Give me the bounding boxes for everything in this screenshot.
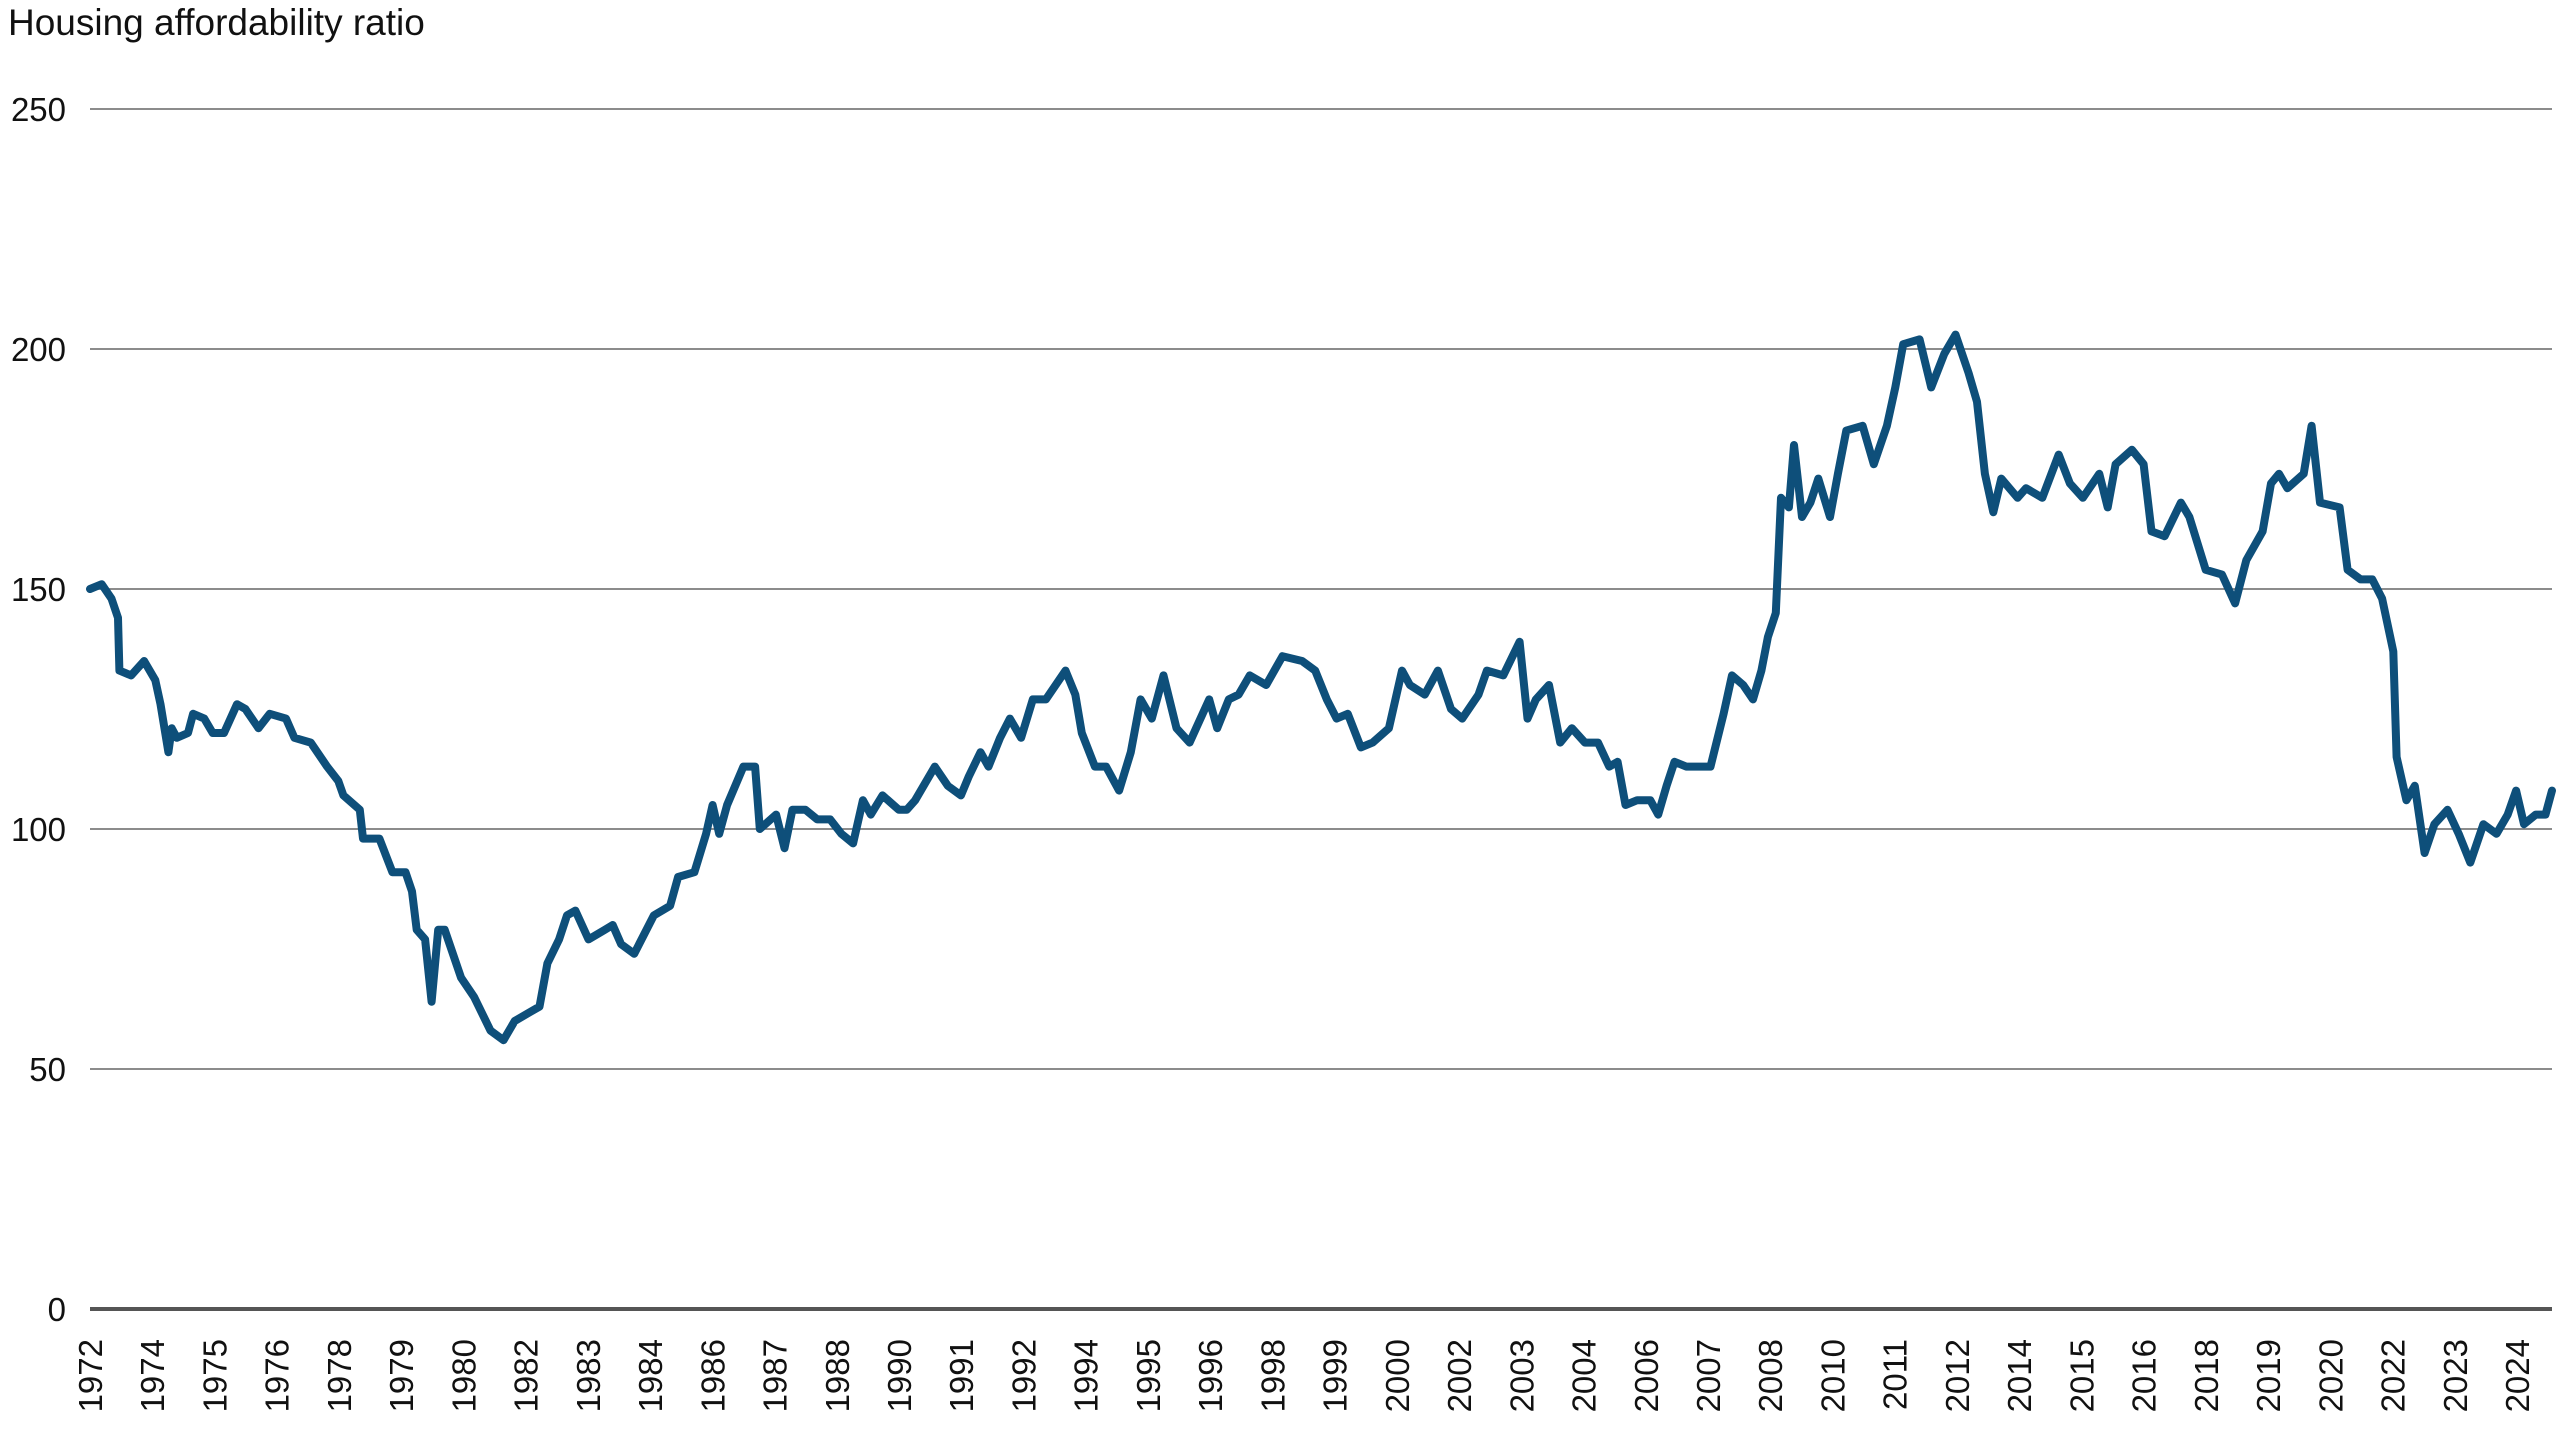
- x-tick-label: 1988: [819, 1339, 856, 1412]
- x-tick-label: 2008: [1752, 1339, 1789, 1412]
- y-tick-label: 50: [29, 1051, 66, 1088]
- x-tick-label: 2023: [2437, 1339, 2474, 1412]
- x-tick-label: 2000: [1379, 1339, 1416, 1412]
- x-axis: 1972 1974 1975 1976 1978 1979 1980 1982 1983 1984…: [72, 1339, 2536, 1412]
- x-tick-label: 1980: [445, 1339, 482, 1412]
- x-tick-label: 1976: [259, 1339, 296, 1412]
- y-tick-label: 100: [11, 811, 66, 848]
- x-tick-label: 2020: [2312, 1339, 2349, 1412]
- x-tick-label: 1992: [1005, 1339, 1042, 1412]
- series-line: [86, 330, 2556, 1045]
- x-tick-label: 1978: [321, 1339, 358, 1412]
- x-tick-label: 2003: [1503, 1339, 1540, 1412]
- series-group: [86, 330, 2556, 1045]
- x-tick-label: 1994: [1068, 1339, 1105, 1412]
- x-tick-label: 1998: [1254, 1339, 1291, 1412]
- gridlines: [90, 108, 2552, 1311]
- x-tick-label: 2016: [2126, 1339, 2163, 1412]
- x-tick-label: 2014: [2001, 1339, 2038, 1412]
- x-tick-label: 2004: [1566, 1339, 1603, 1412]
- x-tick-label: 1974: [134, 1339, 171, 1412]
- x-tick-label: 2024: [2499, 1339, 2536, 1412]
- x-tick-label: 1999: [1317, 1339, 1354, 1412]
- y-axis: 0 50 100 150 200 250: [11, 91, 66, 1328]
- y-tick-label: 0: [48, 1291, 66, 1328]
- x-tick-label: 1986: [694, 1339, 731, 1412]
- y-tick-label: 150: [11, 571, 66, 608]
- x-tick-label: 1975: [196, 1339, 233, 1412]
- x-tick-label: 1983: [570, 1339, 607, 1412]
- x-tick-label: 1972: [72, 1339, 109, 1412]
- x-tick-label: 2010: [1814, 1339, 1851, 1412]
- x-tick-label: 1996: [1192, 1339, 1229, 1412]
- x-tick-label: 1991: [943, 1339, 980, 1412]
- x-tick-label: 1995: [1130, 1339, 1167, 1412]
- x-tick-label: 1987: [757, 1339, 794, 1412]
- x-tick-label: 1982: [508, 1339, 545, 1412]
- y-tick-label: 200: [11, 331, 66, 368]
- x-tick-label: 2015: [2063, 1339, 2100, 1412]
- x-tick-label: 2019: [2250, 1339, 2287, 1412]
- x-tick-label: 1984: [632, 1339, 669, 1412]
- x-tick-label: 2012: [1939, 1339, 1976, 1412]
- chart-title: Housing affordability ratio: [8, 2, 425, 43]
- x-tick-label: 2022: [2375, 1339, 2412, 1412]
- x-tick-label: 2007: [1690, 1339, 1727, 1412]
- x-tick-label: 1990: [881, 1339, 918, 1412]
- x-tick-label: 2018: [2188, 1339, 2225, 1412]
- x-tick-label: 2002: [1441, 1339, 1478, 1412]
- x-tick-label: 1979: [383, 1339, 420, 1412]
- x-tick-label: 2006: [1628, 1339, 1665, 1412]
- y-tick-label: 250: [11, 91, 66, 128]
- x-tick-label: 2011: [1877, 1339, 1914, 1410]
